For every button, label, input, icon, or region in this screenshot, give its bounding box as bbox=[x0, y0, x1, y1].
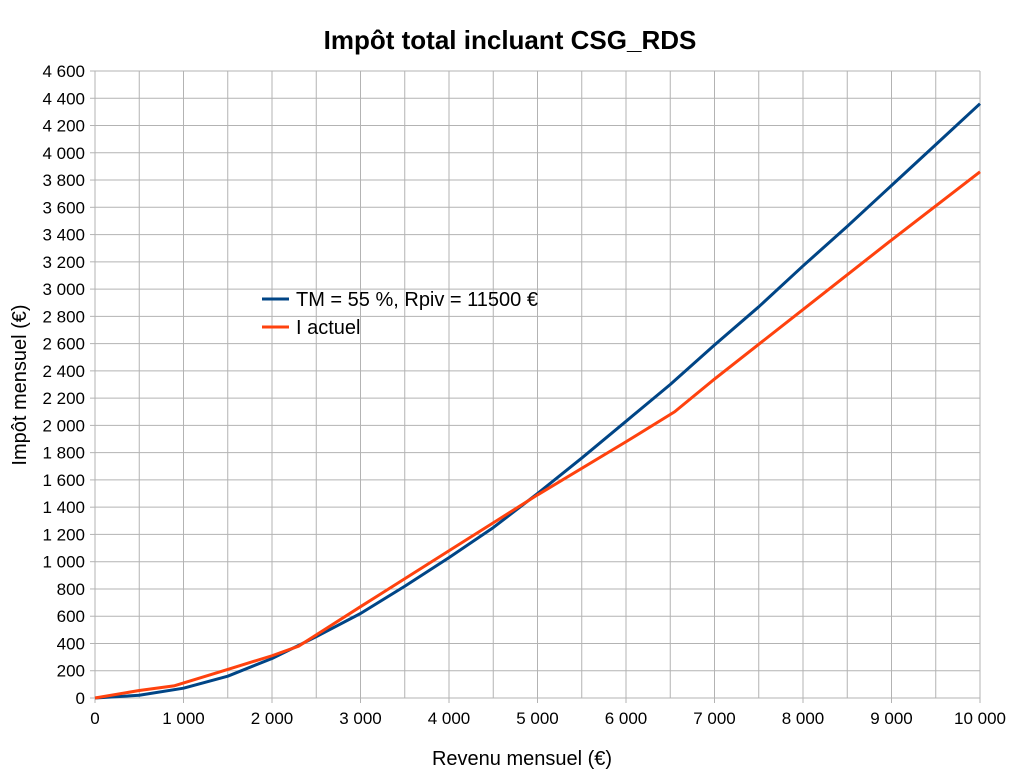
series-line-2 bbox=[94, 170, 981, 700]
x-tick-labels: 0 1 000 2 000 3 000 4 000 5 000 6 000 7 000 8 00… bbox=[90, 709, 1006, 728]
grid-lines bbox=[94, 70, 981, 699]
axes bbox=[90, 70, 981, 703]
y-tick-label: 3 600 bbox=[42, 198, 85, 217]
y-tick-label: 4 400 bbox=[42, 89, 85, 108]
legend-label: TM = 55 %, Rpiv = 11500 € bbox=[296, 289, 538, 311]
y-tick-label: 1 400 bbox=[42, 498, 85, 517]
x-axis-title: Revenu mensuel (€) bbox=[432, 748, 612, 770]
x-tick-label: 1 000 bbox=[162, 709, 205, 728]
x-tick-label: 2 000 bbox=[251, 709, 294, 728]
y-tick-label: 800 bbox=[57, 580, 85, 599]
x-tick-label: 6 000 bbox=[605, 709, 648, 728]
y-tick-label: 200 bbox=[57, 662, 85, 681]
y-tick-label: 3 200 bbox=[42, 253, 85, 272]
y-tick-label: 4 600 bbox=[42, 62, 85, 81]
y-tick-label: 3 800 bbox=[42, 171, 85, 190]
y-tick-label: 4 000 bbox=[42, 144, 85, 163]
x-tick-label: 3 000 bbox=[339, 709, 382, 728]
y-tick-label: 400 bbox=[57, 634, 85, 653]
y-tick-label: 2 800 bbox=[42, 307, 85, 326]
series-lines bbox=[94, 102, 982, 700]
y-tick-labels: 0 200 400 600 800 1 000 1 200 1 400 1 600 1 800 2 … bbox=[42, 62, 85, 708]
y-tick-label: 3 000 bbox=[42, 280, 85, 299]
y-tick-label: 2 200 bbox=[42, 389, 85, 408]
y-tick-label: 2 000 bbox=[42, 416, 85, 435]
x-tick-label: 9 000 bbox=[870, 709, 913, 728]
x-tick-label: 4 000 bbox=[428, 709, 471, 728]
legend: TM = 55 %, Rpiv = 11500 € I actuel bbox=[262, 289, 538, 339]
y-tick-label: 2 400 bbox=[42, 362, 85, 381]
x-tick-label: 5 000 bbox=[516, 709, 559, 728]
y-tick-label: 1 000 bbox=[42, 553, 85, 572]
y-tick-label: 1 600 bbox=[42, 471, 85, 490]
y-tick-label: 1 200 bbox=[42, 525, 85, 544]
y-tick-label: 2 600 bbox=[42, 335, 85, 354]
x-tick-label: 0 bbox=[90, 709, 99, 728]
y-tick-label: 4 200 bbox=[42, 117, 85, 136]
x-tick-label: 10 000 bbox=[954, 709, 1006, 728]
y-tick-label: 1 800 bbox=[42, 444, 85, 463]
chart-title: Impôt total incluant CSG_RDS bbox=[324, 25, 697, 55]
y-tick-label: 3 400 bbox=[42, 226, 85, 245]
x-tick-label: 8 000 bbox=[782, 709, 825, 728]
y-tick-label: 0 bbox=[76, 689, 85, 708]
y-axis-title: Impôt mensuel (€) bbox=[9, 304, 31, 465]
x-tick-label: 7 000 bbox=[693, 709, 736, 728]
legend-label: I actuel bbox=[296, 317, 360, 339]
y-tick-label: 600 bbox=[57, 607, 85, 626]
